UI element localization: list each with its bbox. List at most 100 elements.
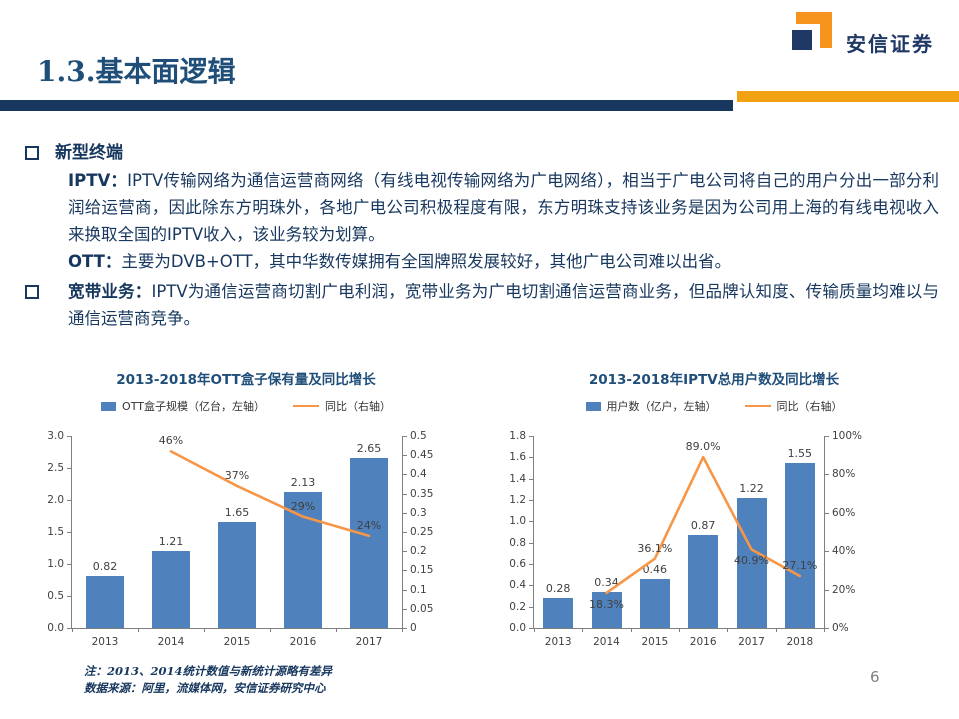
left-axis-label: 0.6 [509, 558, 526, 570]
legend-item: OTT盒子规模（亿台，左轴） [101, 398, 265, 414]
right-tick [403, 436, 407, 437]
right-axis-label: 60% [832, 506, 856, 519]
left-tick [529, 500, 533, 501]
legend-item: 同比（右轴） [744, 398, 843, 414]
ott-chart: 2013-2018年OTT盒子保有量及同比增长 OTT盒子规模（亿台，左轴） 同… [28, 362, 464, 662]
bar-value-label: 0.34 [594, 575, 619, 589]
x-axis-label: 2014 [593, 636, 620, 648]
bar-value-label: 0.46 [642, 562, 668, 576]
left-tick [67, 564, 71, 565]
right-axis-label: 0.2 [410, 545, 427, 558]
x-tick [824, 628, 825, 632]
right-tick [825, 589, 829, 591]
paragraph-text: IPTV传输网络为通信运营商网络（有线电视传输网络为广电网络），相当于广电公司将… [68, 171, 939, 244]
x-axis-label: 2017 [355, 636, 383, 648]
line-value-label: 18.3% [589, 597, 624, 611]
right-axis-label: 0.1 [410, 583, 427, 596]
brand-logo-icon [792, 12, 832, 50]
bar [86, 575, 124, 628]
bar [784, 462, 815, 628]
x-axis-label: 2013 [544, 636, 572, 648]
left-tick [529, 606, 533, 608]
right-axis-label: 0.35 [410, 487, 434, 500]
x-tick [630, 628, 632, 632]
chart-legend: 用户数（亿户，左轴） 同比（右轴） [488, 398, 940, 414]
right-tick [403, 532, 407, 533]
right-tick [403, 493, 407, 495]
left-axis-label: 1.5 [47, 526, 64, 538]
y-axis-right [824, 436, 825, 629]
iptv-chart: 2013-2018年IPTV总用户数及同比增长 用户数（亿户，左轴） 同比（右轴… [488, 362, 940, 662]
left-axis-label: 0.0 [47, 622, 64, 634]
legend-label: OTT盒子规模（亿台，左轴） [122, 400, 265, 413]
x-tick [336, 628, 337, 632]
x-axis-label: 2018 [786, 636, 814, 648]
bullet-heading: 新型终端 [55, 143, 123, 163]
right-axis-label: 0.05 [410, 602, 434, 615]
paragraph-lead: IPTV： [68, 171, 128, 190]
chart-legend: OTT盒子规模（亿台，左轴） 同比（右轴） [28, 398, 464, 414]
right-tick [403, 589, 407, 591]
line-value-label: 36.1% [637, 541, 673, 555]
left-axis-label: 2.0 [47, 494, 64, 506]
x-axis-label: 2015 [641, 636, 669, 648]
left-tick [67, 596, 71, 597]
x-tick [72, 628, 73, 632]
x-axis-label: 2013 [91, 636, 119, 648]
left-tick [529, 521, 533, 523]
right-axis-label: 0.4 [410, 468, 427, 481]
bar [350, 458, 388, 628]
line-value-label: 37% [224, 468, 250, 482]
x-tick [582, 628, 584, 632]
bar-value-label: 1.22 [739, 481, 764, 495]
line-value-label: 29% [290, 499, 316, 513]
left-tick [529, 436, 533, 437]
left-tick [529, 457, 533, 459]
bar-value-label: 1.21 [158, 534, 184, 548]
bullet-square-icon [25, 285, 39, 299]
left-axis-label: 0.0 [509, 622, 526, 634]
left-axis-label: 1.8 [509, 430, 526, 442]
legend-item: 用户数（亿户，左轴） [585, 398, 717, 414]
bullet-square-icon [25, 146, 39, 160]
paragraph-lead: OTT： [68, 252, 122, 271]
plot-area: 3.0 2.5 2.0 1.5 1.0 0.5 0.0 0.5 0.45 0.4 0.35 0.3 0.… [47, 430, 433, 648]
x-axis [71, 628, 403, 629]
legend-label: 同比（右轴） [324, 400, 391, 413]
paragraph-broadband: 宽带业务：IPTV为通信运营商切割广电利润，宽带业务为广电切割通信运营商业务，但… [55, 278, 939, 332]
bar-value-label: 2.65 [356, 442, 382, 456]
bar [639, 578, 670, 628]
chart-title: 2013-2018年OTT盒子保有量及同比增长 [116, 372, 376, 388]
brand: 安信证券 [784, 8, 934, 60]
right-tick [403, 474, 407, 476]
bullet-item-broadband: 宽带业务：IPTV为通信运营商切割广电利润，宽带业务为广电切割通信运营商业务，但… [22, 278, 939, 332]
paragraph-iptv: IPTV：IPTV传输网络为通信运营商网络（有线电视传输网络为广电网络），相当于… [22, 167, 939, 248]
line-value-label: 24% [356, 518, 382, 532]
x-tick [204, 628, 205, 632]
x-tick [402, 628, 403, 632]
bar [152, 550, 190, 628]
x-axis-label: 2016 [289, 636, 317, 648]
bar [543, 598, 574, 628]
bar [736, 497, 767, 628]
left-axis-label: 0.8 [509, 536, 526, 549]
bar-value-label: 0.87 [690, 519, 716, 533]
left-axis-label: 1.6 [509, 451, 526, 464]
growth-line [169, 450, 371, 538]
legend-item: 同比（右轴） [292, 398, 391, 414]
chart-title: 2013-2018年IPTV总用户数及同比增长 [588, 372, 840, 388]
x-tick [534, 628, 535, 632]
bar-value-label: 2.13 [290, 475, 316, 489]
bar [218, 522, 256, 628]
legend-line-swatch [744, 405, 771, 407]
right-axis-label: 20% [832, 583, 856, 596]
x-axis-label: 2014 [157, 636, 185, 648]
page-title: 1.3.基本面逻辑 [37, 55, 236, 88]
legend-label: 用户数（亿户，左轴） [606, 400, 717, 413]
legend-bar-swatch [101, 401, 117, 411]
accent-bar [737, 91, 959, 102]
x-tick [138, 628, 139, 632]
x-tick [679, 628, 680, 632]
left-axis-label: 1.2 [509, 494, 526, 506]
paragraph-lead: 宽带业务： [68, 282, 152, 301]
